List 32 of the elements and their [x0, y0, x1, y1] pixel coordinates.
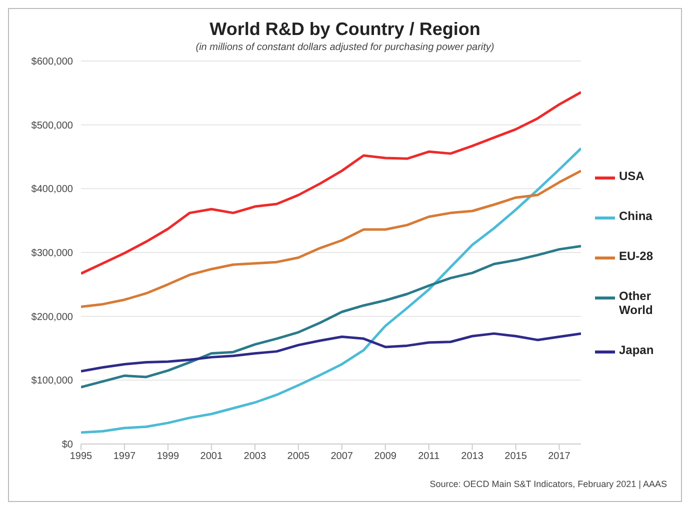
x-tick-label: 1999	[156, 451, 180, 462]
x-tick-label: 1995	[70, 451, 93, 462]
source-note: Source: OECD Main S&T Indicators, February 2021 | AAAS	[430, 479, 667, 489]
y-tick-label: $300,000	[31, 248, 74, 260]
legend-label: USA	[619, 169, 646, 183]
x-tick-label: 2015	[504, 451, 528, 462]
line-series	[81, 244, 581, 388]
chart-title: World R&D by Country / Region	[208, 19, 482, 40]
y-tick-label: $200,000	[31, 312, 74, 323]
x-tick-label: 2009	[374, 451, 397, 462]
legend-label: Japan	[619, 343, 655, 357]
x-tick-label: 1997	[113, 451, 136, 462]
line-series	[81, 91, 581, 275]
y-tick-label: $100,000	[31, 376, 74, 387]
y-tick-label: $600,000	[31, 56, 74, 68]
legend-label: Other World	[619, 289, 654, 317]
chart-subtitle: (in millions of constant dollars adjusted for purchasing power parity)	[194, 42, 496, 53]
line-series	[81, 170, 581, 308]
y-tick-label: $400,000	[31, 184, 74, 196]
legend-label: China	[619, 209, 654, 223]
x-tick-label: 2013	[461, 451, 484, 462]
x-tick-label: 2017	[548, 451, 571, 462]
legend-label: EU-28	[619, 249, 654, 263]
x-tick-label: 2005	[287, 451, 310, 462]
x-tick-label: 2007	[330, 451, 354, 462]
line-series	[81, 147, 581, 434]
x-tick-label: 2011	[418, 451, 440, 462]
x-tick-label: 2003	[244, 451, 266, 462]
y-tick-label: $500,000	[31, 120, 74, 132]
line-series	[81, 332, 581, 372]
y-tick-label: $0	[62, 440, 74, 451]
x-tick-label: 2001	[200, 451, 223, 462]
